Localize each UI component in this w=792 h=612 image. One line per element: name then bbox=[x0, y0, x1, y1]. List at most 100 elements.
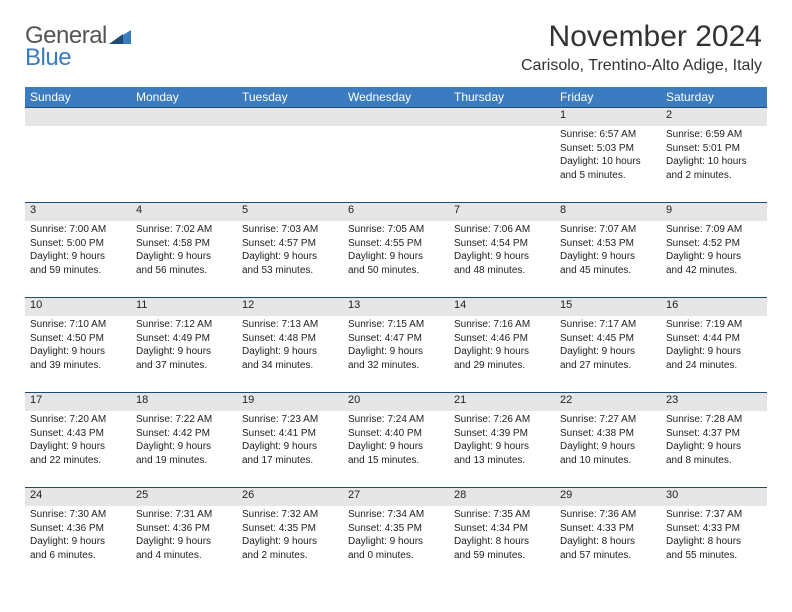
daylight-text: Daylight: 9 hours bbox=[666, 345, 762, 359]
day-content-row: Sunrise: 7:30 AMSunset: 4:36 PMDaylight:… bbox=[25, 506, 767, 582]
day-number: 17 bbox=[25, 393, 131, 412]
daylight-text: and 45 minutes. bbox=[560, 264, 656, 278]
sunrise-text: Sunrise: 7:20 AM bbox=[30, 413, 126, 427]
daylight-text: and 6 minutes. bbox=[30, 549, 126, 563]
daylight-text: Daylight: 9 hours bbox=[454, 345, 550, 359]
sunset-text: Sunset: 4:40 PM bbox=[348, 427, 444, 441]
sunset-text: Sunset: 4:52 PM bbox=[666, 237, 762, 251]
daylight-text: Daylight: 9 hours bbox=[560, 345, 656, 359]
day-cell: Sunrise: 7:02 AMSunset: 4:58 PMDaylight:… bbox=[131, 221, 237, 298]
day-cell: Sunrise: 7:19 AMSunset: 4:44 PMDaylight:… bbox=[661, 316, 767, 393]
sunset-text: Sunset: 4:36 PM bbox=[136, 522, 232, 536]
day-cell: Sunrise: 6:59 AMSunset: 5:01 PMDaylight:… bbox=[661, 126, 767, 203]
day-cell: Sunrise: 7:07 AMSunset: 4:53 PMDaylight:… bbox=[555, 221, 661, 298]
daylight-text: and 19 minutes. bbox=[136, 454, 232, 468]
daylight-text: Daylight: 9 hours bbox=[30, 440, 126, 454]
sunset-text: Sunset: 4:39 PM bbox=[454, 427, 550, 441]
sunrise-text: Sunrise: 7:30 AM bbox=[30, 508, 126, 522]
sunrise-text: Sunrise: 7:23 AM bbox=[242, 413, 338, 427]
day-number-row: 24252627282930 bbox=[25, 488, 767, 507]
day-number: 20 bbox=[343, 393, 449, 412]
day-number-row: 10111213141516 bbox=[25, 298, 767, 317]
sunset-text: Sunset: 4:33 PM bbox=[560, 522, 656, 536]
daylight-text: and 39 minutes. bbox=[30, 359, 126, 373]
day-header: Sunday bbox=[25, 87, 131, 108]
day-number: 15 bbox=[555, 298, 661, 317]
daylight-text: and 59 minutes. bbox=[30, 264, 126, 278]
sunset-text: Sunset: 4:57 PM bbox=[242, 237, 338, 251]
day-cell: Sunrise: 7:17 AMSunset: 4:45 PMDaylight:… bbox=[555, 316, 661, 393]
daylight-text: and 10 minutes. bbox=[560, 454, 656, 468]
day-number: 23 bbox=[661, 393, 767, 412]
sunset-text: Sunset: 4:55 PM bbox=[348, 237, 444, 251]
sunset-text: Sunset: 5:03 PM bbox=[560, 142, 656, 156]
sunset-text: Sunset: 5:00 PM bbox=[30, 237, 126, 251]
day-number: 4 bbox=[131, 203, 237, 222]
daylight-text: Daylight: 9 hours bbox=[348, 535, 444, 549]
daylight-text: and 22 minutes. bbox=[30, 454, 126, 468]
daylight-text: Daylight: 9 hours bbox=[136, 345, 232, 359]
daylight-text: Daylight: 9 hours bbox=[136, 440, 232, 454]
daylight-text: and 4 minutes. bbox=[136, 549, 232, 563]
day-number: 22 bbox=[555, 393, 661, 412]
day-cell: Sunrise: 7:00 AMSunset: 5:00 PMDaylight:… bbox=[25, 221, 131, 298]
sunset-text: Sunset: 4:34 PM bbox=[454, 522, 550, 536]
day-number: 24 bbox=[25, 488, 131, 507]
sunrise-text: Sunrise: 7:26 AM bbox=[454, 413, 550, 427]
day-cell: Sunrise: 7:22 AMSunset: 4:42 PMDaylight:… bbox=[131, 411, 237, 488]
daylight-text: and 5 minutes. bbox=[560, 169, 656, 183]
day-number: 6 bbox=[343, 203, 449, 222]
sunset-text: Sunset: 4:33 PM bbox=[666, 522, 762, 536]
day-number bbox=[237, 108, 343, 127]
sunrise-text: Sunrise: 7:17 AM bbox=[560, 318, 656, 332]
day-number: 1 bbox=[555, 108, 661, 127]
day-number: 8 bbox=[555, 203, 661, 222]
sunset-text: Sunset: 4:50 PM bbox=[30, 332, 126, 346]
day-cell: Sunrise: 7:13 AMSunset: 4:48 PMDaylight:… bbox=[237, 316, 343, 393]
day-number: 3 bbox=[25, 203, 131, 222]
day-cell: Sunrise: 7:35 AMSunset: 4:34 PMDaylight:… bbox=[449, 506, 555, 582]
day-cell: Sunrise: 6:57 AMSunset: 5:03 PMDaylight:… bbox=[555, 126, 661, 203]
sunrise-text: Sunrise: 7:15 AM bbox=[348, 318, 444, 332]
day-number: 29 bbox=[555, 488, 661, 507]
sunrise-text: Sunrise: 7:09 AM bbox=[666, 223, 762, 237]
daylight-text: and 13 minutes. bbox=[454, 454, 550, 468]
daylight-text: and 57 minutes. bbox=[560, 549, 656, 563]
day-cell: Sunrise: 7:03 AMSunset: 4:57 PMDaylight:… bbox=[237, 221, 343, 298]
daylight-text: and 15 minutes. bbox=[348, 454, 444, 468]
day-content-row: Sunrise: 6:57 AMSunset: 5:03 PMDaylight:… bbox=[25, 126, 767, 203]
day-number: 9 bbox=[661, 203, 767, 222]
sunrise-text: Sunrise: 7:19 AM bbox=[666, 318, 762, 332]
sunrise-text: Sunrise: 7:32 AM bbox=[242, 508, 338, 522]
daylight-text: Daylight: 8 hours bbox=[560, 535, 656, 549]
day-number: 13 bbox=[343, 298, 449, 317]
logo: General Blue bbox=[25, 22, 131, 72]
day-header-row: Sunday Monday Tuesday Wednesday Thursday… bbox=[25, 87, 767, 108]
sunset-text: Sunset: 4:37 PM bbox=[666, 427, 762, 441]
day-number-row: 12 bbox=[25, 108, 767, 127]
day-cell: Sunrise: 7:06 AMSunset: 4:54 PMDaylight:… bbox=[449, 221, 555, 298]
sunset-text: Sunset: 4:36 PM bbox=[30, 522, 126, 536]
sunset-text: Sunset: 4:44 PM bbox=[666, 332, 762, 346]
day-cell bbox=[449, 126, 555, 203]
sunrise-text: Sunrise: 7:12 AM bbox=[136, 318, 232, 332]
daylight-text: and 2 minutes. bbox=[242, 549, 338, 563]
daylight-text: Daylight: 9 hours bbox=[136, 250, 232, 264]
daylight-text: Daylight: 9 hours bbox=[454, 440, 550, 454]
sunset-text: Sunset: 4:58 PM bbox=[136, 237, 232, 251]
daylight-text: and 42 minutes. bbox=[666, 264, 762, 278]
daylight-text: and 37 minutes. bbox=[136, 359, 232, 373]
sunrise-text: Sunrise: 6:59 AM bbox=[666, 128, 762, 142]
daylight-text: Daylight: 9 hours bbox=[666, 440, 762, 454]
day-number: 2 bbox=[661, 108, 767, 127]
day-number: 16 bbox=[661, 298, 767, 317]
day-cell: Sunrise: 7:36 AMSunset: 4:33 PMDaylight:… bbox=[555, 506, 661, 582]
sunrise-text: Sunrise: 7:02 AM bbox=[136, 223, 232, 237]
daylight-text: and 27 minutes. bbox=[560, 359, 656, 373]
day-content-row: Sunrise: 7:20 AMSunset: 4:43 PMDaylight:… bbox=[25, 411, 767, 488]
sunrise-text: Sunrise: 7:35 AM bbox=[454, 508, 550, 522]
daylight-text: Daylight: 9 hours bbox=[242, 250, 338, 264]
sunrise-text: Sunrise: 7:31 AM bbox=[136, 508, 232, 522]
day-number: 21 bbox=[449, 393, 555, 412]
daylight-text: and 48 minutes. bbox=[454, 264, 550, 278]
